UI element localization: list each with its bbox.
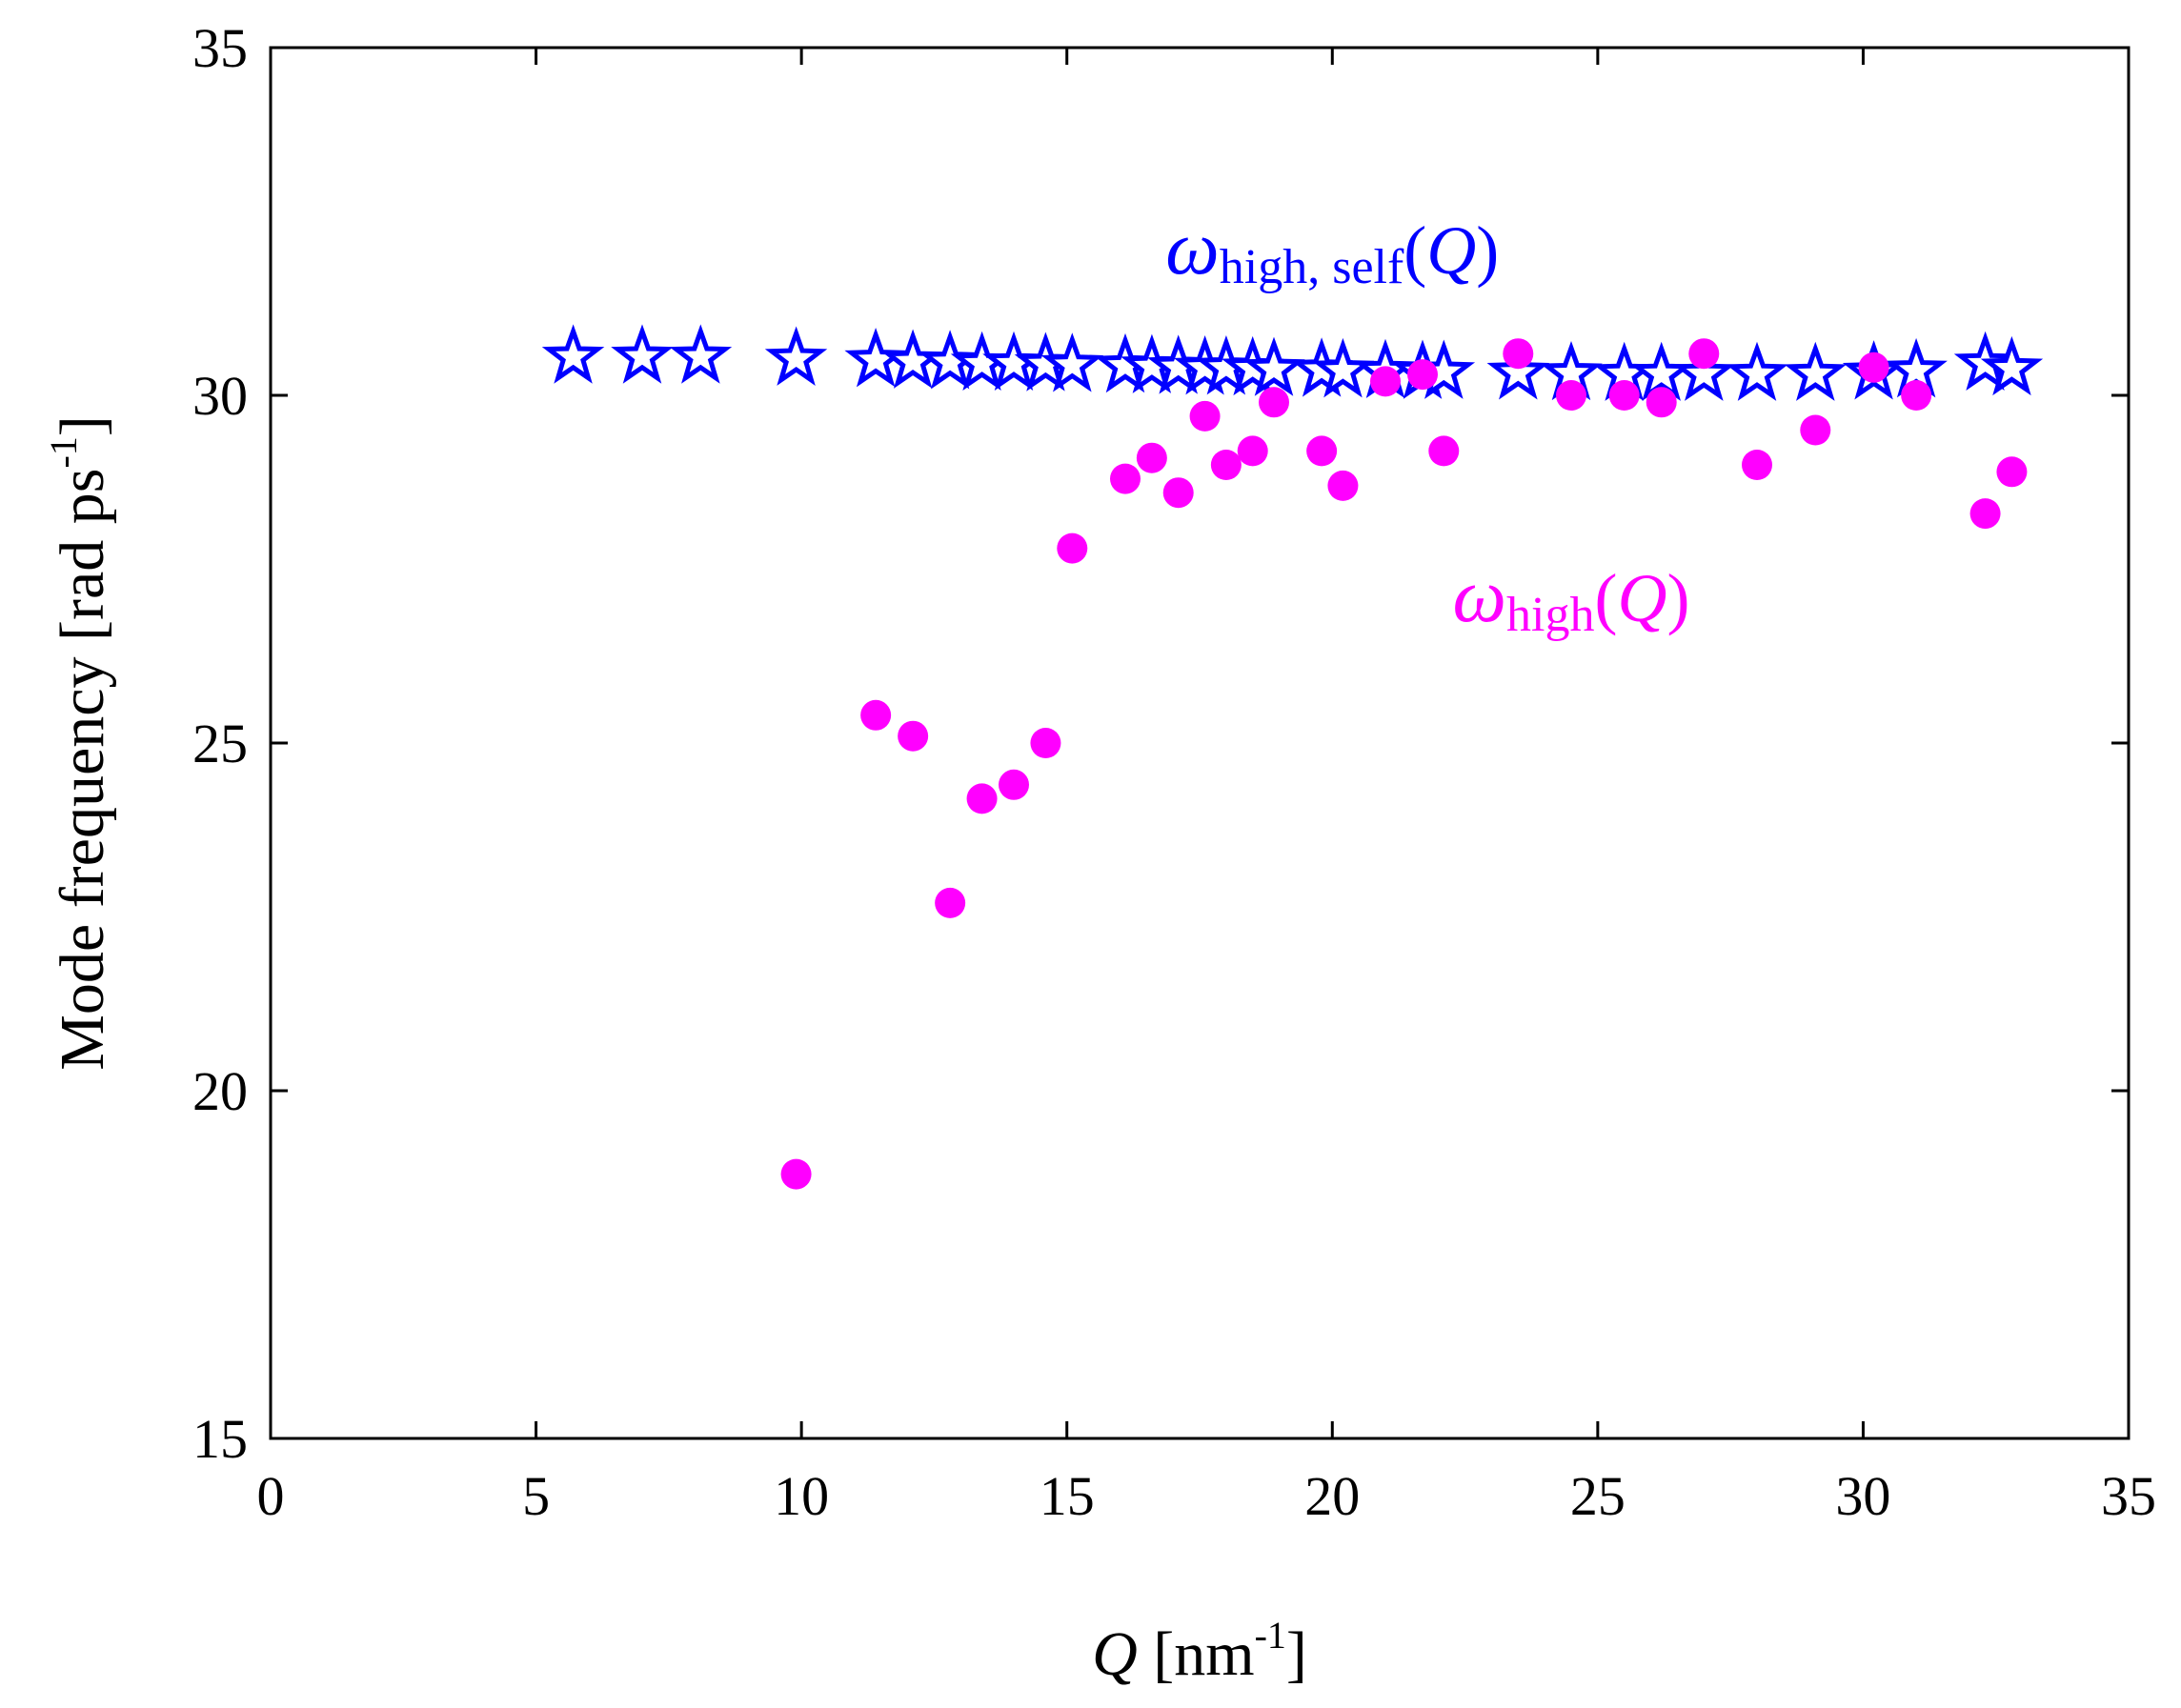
- circle-point: [1136, 442, 1167, 473]
- circle-point: [1030, 728, 1061, 758]
- y-tick-label: 15: [192, 1408, 248, 1470]
- circle-point: [1370, 366, 1401, 397]
- x-tick-label: 25: [1570, 1465, 1626, 1527]
- y-tick-label: 30: [192, 365, 248, 427]
- star-point: [541, 324, 605, 384]
- circle-point: [1742, 450, 1772, 480]
- circle-point: [898, 720, 929, 752]
- x-tick-label: 0: [257, 1465, 285, 1527]
- star-point: [1486, 340, 1550, 400]
- circle-point: [999, 769, 1029, 800]
- circle-point: [1996, 456, 2028, 488]
- circle-point: [1858, 352, 1889, 383]
- circle-point: [1969, 498, 2001, 530]
- y-tick-label: 35: [192, 17, 248, 79]
- circle-point: [1428, 435, 1460, 467]
- circle-point: [1688, 338, 1720, 370]
- circle-point: [1306, 435, 1338, 467]
- x-tick-label: 5: [522, 1465, 550, 1527]
- star-point: [1726, 341, 1788, 401]
- circle-point: [1503, 338, 1534, 370]
- circle-point: [1901, 380, 1932, 411]
- star-point: [1784, 341, 1848, 401]
- annotation-omega-high-self: ωhigh, self(Q): [1165, 207, 1499, 294]
- x-tick-label: 35: [2101, 1465, 2156, 1527]
- y-tick-label: 20: [192, 1060, 248, 1122]
- circle-point: [1057, 532, 1088, 564]
- x-tick-label: 10: [774, 1465, 829, 1527]
- y-tick-label: 25: [192, 713, 248, 774]
- series-omega-high-self: [541, 324, 2044, 401]
- circle-point: [1189, 400, 1221, 432]
- circle-point: [935, 887, 966, 918]
- circle-point: [1327, 470, 1359, 501]
- circle-point: [1162, 477, 1194, 509]
- star-point: [764, 326, 828, 386]
- star-point: [1040, 332, 1104, 392]
- x-tick-label: 30: [1835, 1465, 1890, 1527]
- annotation-omega-high: ωhigh(Q): [1453, 554, 1690, 642]
- circle-point: [1237, 435, 1268, 467]
- circle-point: [1800, 414, 1831, 446]
- circle-point: [780, 1158, 812, 1190]
- x-tick-label: 15: [1040, 1465, 1095, 1527]
- x-tick-label: 20: [1304, 1465, 1360, 1527]
- circle-point: [1407, 359, 1438, 391]
- circle-point: [1556, 380, 1586, 411]
- circle-point: [1110, 463, 1141, 494]
- circle-point: [1210, 450, 1242, 480]
- star-point: [1980, 335, 2044, 396]
- star-point: [669, 324, 733, 384]
- star-point: [611, 324, 674, 384]
- x-axis-label: Q [nm-1]: [1092, 1614, 1307, 1689]
- circle-point: [860, 699, 892, 731]
- circle-point: [1259, 387, 1289, 418]
- y-axis-label: Mode frequency [rad ps-1]: [42, 415, 117, 1071]
- circle-point: [1608, 380, 1640, 411]
- series-omega-high: [780, 338, 2028, 1190]
- star-point: [1672, 341, 1736, 401]
- circle-point: [966, 783, 998, 814]
- circle-point: [1646, 387, 1677, 418]
- axis-ticks: 0 5 10 15 20 25 30 35 15 20 25 30 35: [192, 17, 2156, 1527]
